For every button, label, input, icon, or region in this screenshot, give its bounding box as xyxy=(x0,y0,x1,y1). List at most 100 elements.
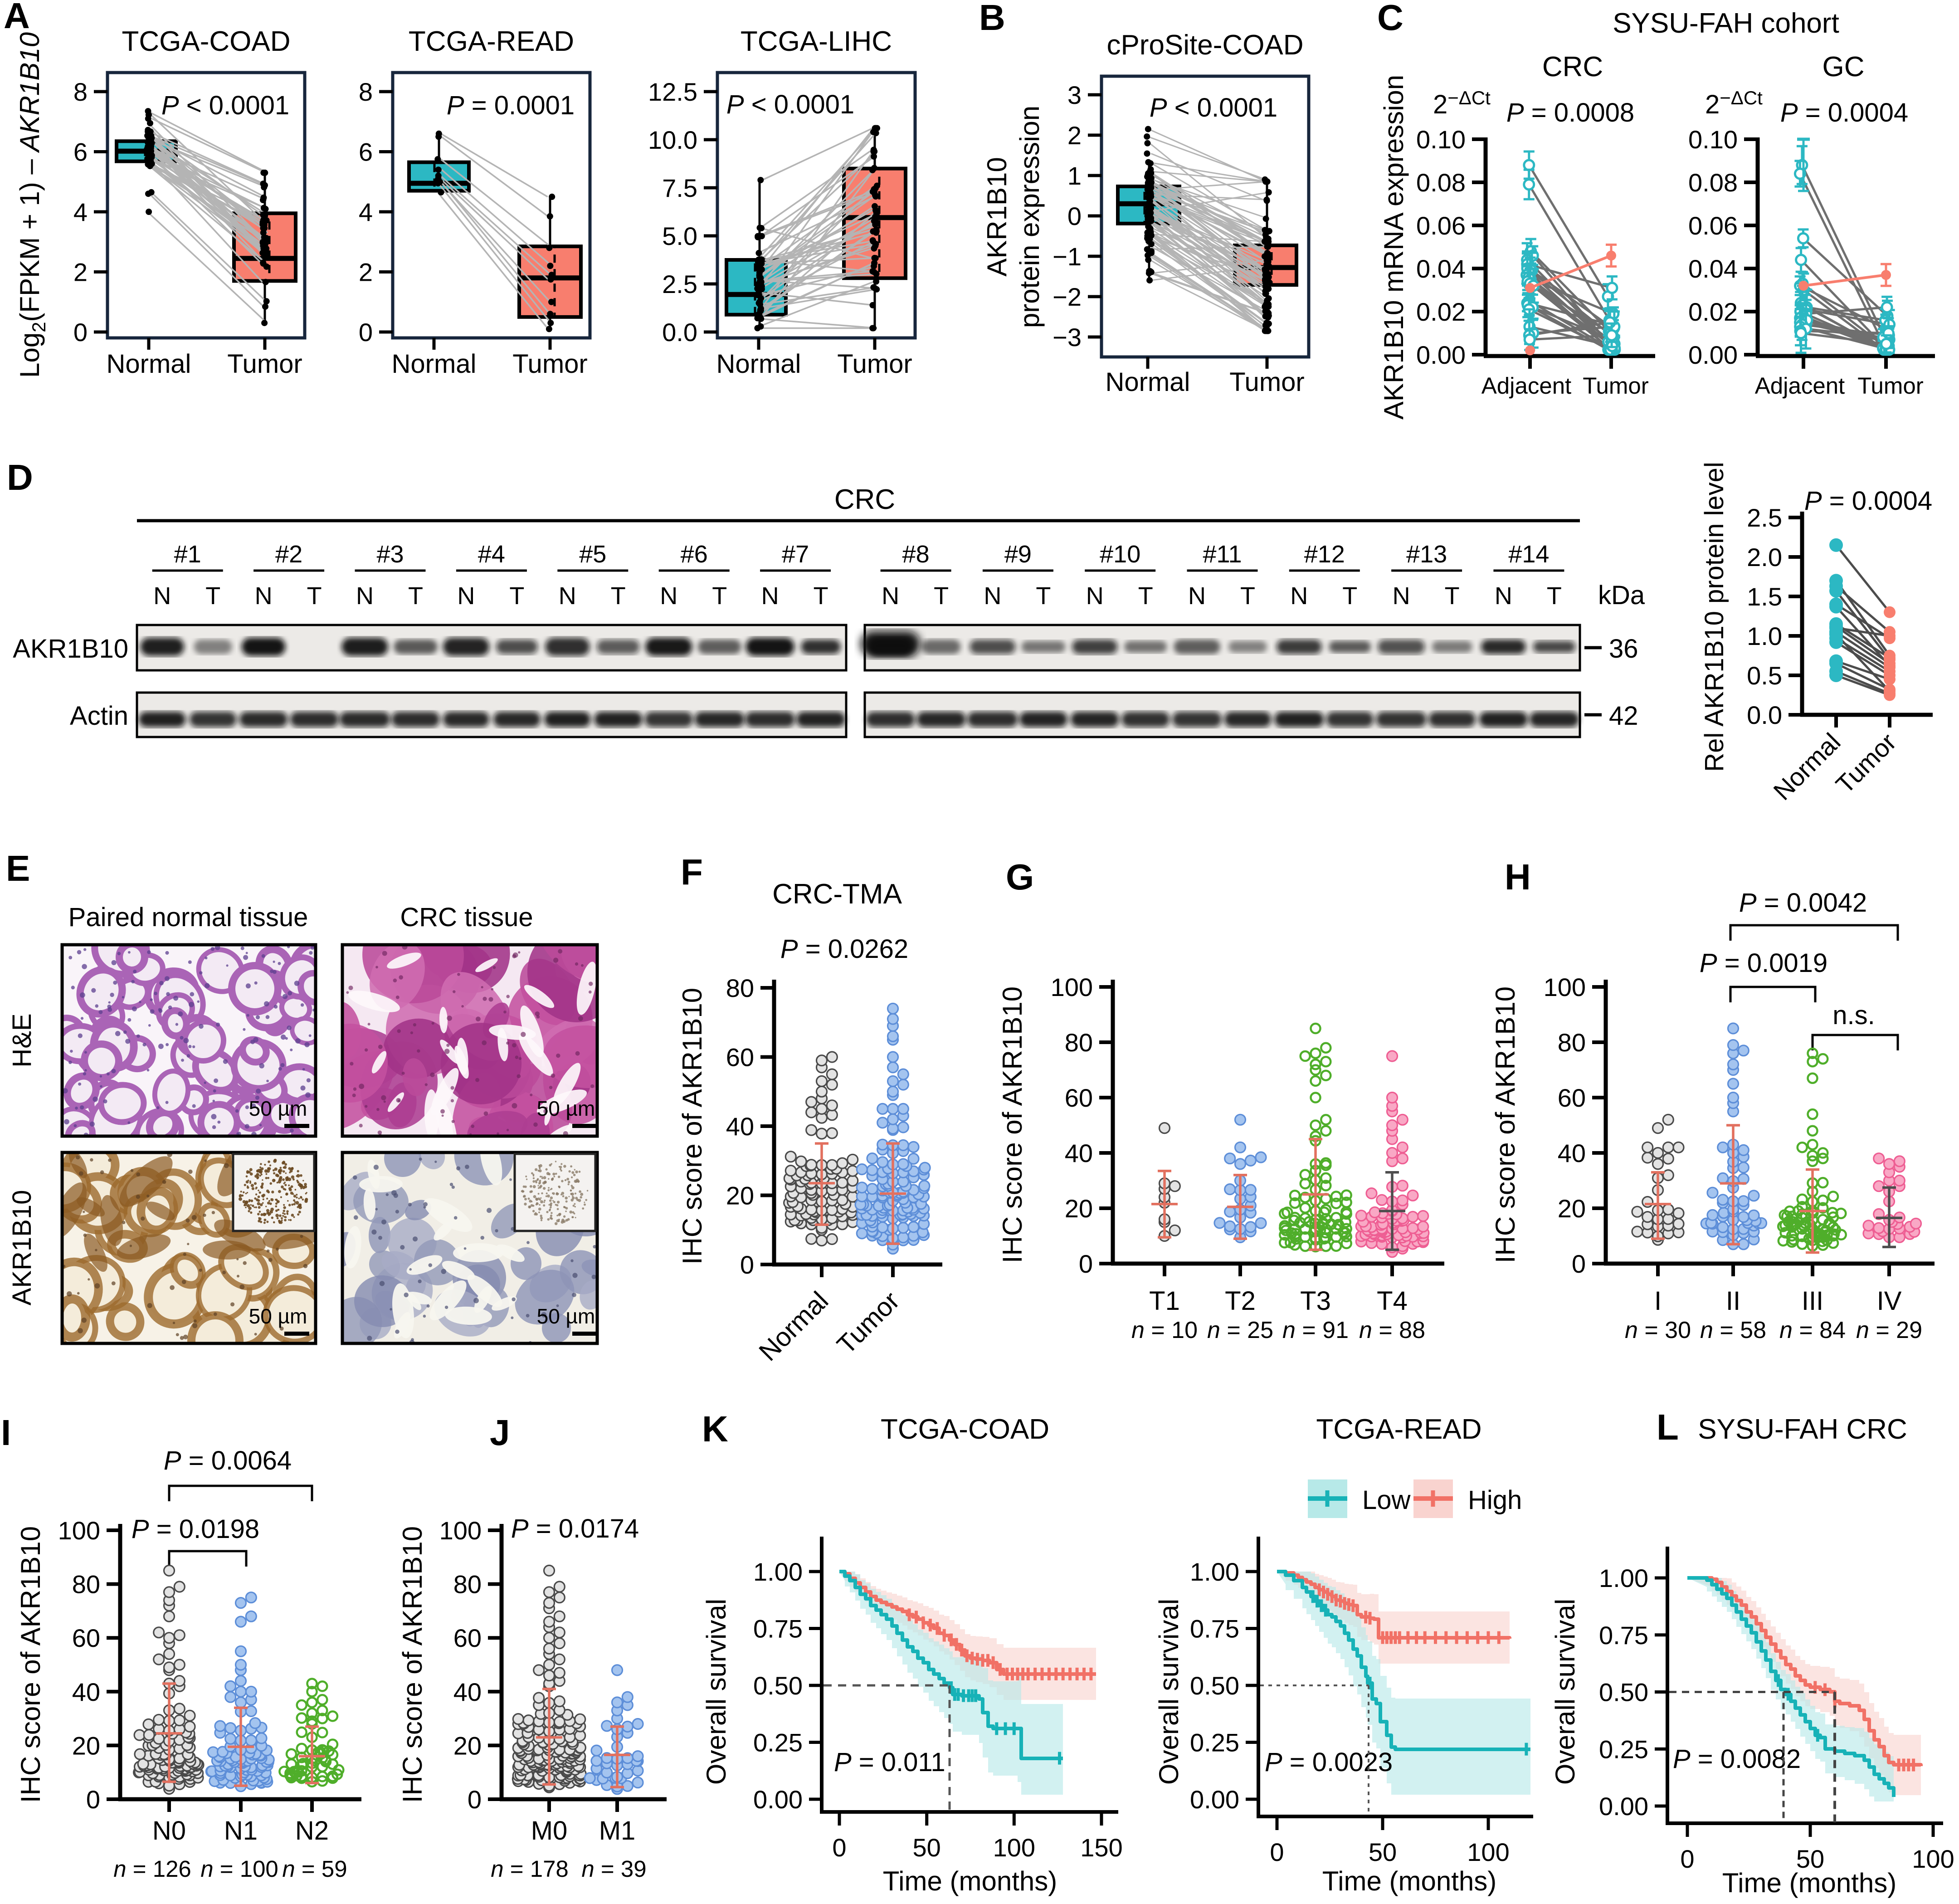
svg-text:#2: #2 xyxy=(275,541,302,568)
svg-text:T: T xyxy=(509,582,524,610)
svg-text:0: 0 xyxy=(86,1785,100,1814)
svg-text:0.75: 0.75 xyxy=(1190,1615,1239,1643)
svg-text:n = 91: n = 91 xyxy=(1282,1317,1349,1343)
svg-text:IHC score of AKR1B10: IHC score of AKR1B10 xyxy=(397,1526,428,1803)
svg-text:GC: GC xyxy=(1823,51,1865,83)
svg-text:100: 100 xyxy=(1544,973,1586,1001)
svg-text:II: II xyxy=(1726,1286,1740,1316)
svg-text:150: 150 xyxy=(1080,1833,1122,1862)
svg-text:N: N xyxy=(255,582,273,610)
svg-text:n = 29: n = 29 xyxy=(1856,1317,1922,1343)
svg-text:60: 60 xyxy=(1065,1084,1093,1112)
svg-text:A: A xyxy=(4,0,30,36)
svg-text:60: 60 xyxy=(72,1624,100,1652)
svg-text:Normal: Normal xyxy=(716,349,801,379)
svg-text:n = 178: n = 178 xyxy=(491,1856,569,1882)
svg-text:#7: #7 xyxy=(782,541,809,568)
svg-text:protein expression: protein expression xyxy=(1014,106,1045,328)
svg-text:T: T xyxy=(1036,582,1051,610)
svg-text:8: 8 xyxy=(359,78,373,106)
svg-text:60: 60 xyxy=(1558,1084,1586,1112)
svg-text:N: N xyxy=(761,582,779,610)
svg-text:0.10: 0.10 xyxy=(1416,125,1466,154)
svg-text:H: H xyxy=(1505,857,1531,897)
svg-text:CRC-TMA: CRC-TMA xyxy=(772,879,902,910)
svg-text:Overall survival: Overall survival xyxy=(1550,1599,1580,1785)
svg-text:Normal: Normal xyxy=(1106,367,1190,397)
svg-text:80: 80 xyxy=(1558,1028,1586,1057)
svg-text:T: T xyxy=(307,582,322,610)
svg-text:IHC score of AKR1B10: IHC score of AKR1B10 xyxy=(1490,986,1520,1263)
svg-text:TCGA-READ: TCGA-READ xyxy=(1316,1414,1481,1445)
svg-text:Tumor: Tumor xyxy=(1229,367,1304,397)
svg-text:n = 59: n = 59 xyxy=(282,1856,347,1882)
svg-text:P = 0.0042: P = 0.0042 xyxy=(1739,888,1867,918)
svg-text:Actin: Actin xyxy=(70,701,128,731)
svg-text:0.5: 0.5 xyxy=(1747,661,1782,690)
svg-text:n = 126: n = 126 xyxy=(113,1856,191,1882)
svg-text:N: N xyxy=(882,582,899,610)
svg-text:80: 80 xyxy=(726,974,754,1002)
svg-text:2: 2 xyxy=(359,258,373,287)
svg-text:P = 0.0001: P = 0.0001 xyxy=(447,91,575,120)
svg-text:n = 10: n = 10 xyxy=(1131,1317,1198,1343)
svg-text:#14: #14 xyxy=(1508,541,1549,568)
svg-text:20: 20 xyxy=(726,1181,754,1210)
svg-text:E: E xyxy=(6,848,30,889)
svg-text:50: 50 xyxy=(1369,1838,1397,1866)
svg-text:2: 2 xyxy=(1067,121,1082,150)
svg-text:K: K xyxy=(702,1409,728,1449)
svg-text:40: 40 xyxy=(1065,1139,1093,1167)
svg-text:N: N xyxy=(1188,582,1206,610)
svg-text:T1: T1 xyxy=(1149,1286,1180,1316)
svg-text:40: 40 xyxy=(726,1112,754,1141)
svg-text:#9: #9 xyxy=(1004,541,1032,568)
svg-text:0.0: 0.0 xyxy=(1747,701,1782,729)
svg-text:8: 8 xyxy=(73,78,88,106)
svg-text:TCGA-COAD: TCGA-COAD xyxy=(122,26,291,57)
svg-text:#1: #1 xyxy=(174,541,201,568)
svg-text:B: B xyxy=(979,0,1005,38)
svg-text:0.02: 0.02 xyxy=(1688,298,1738,326)
svg-text:50 µm: 50 µm xyxy=(249,1304,307,1328)
svg-text:P = 0.0004: P = 0.0004 xyxy=(1780,98,1908,127)
svg-text:2.5: 2.5 xyxy=(1747,503,1782,532)
svg-text:P = 0.0019: P = 0.0019 xyxy=(1700,948,1827,978)
svg-text:T: T xyxy=(1445,582,1460,610)
svg-text:TCGA-LIHC: TCGA-LIHC xyxy=(741,26,892,57)
svg-text:#12: #12 xyxy=(1304,541,1345,568)
svg-text:AKR1B10 mRNA expression: AKR1B10 mRNA expression xyxy=(1379,75,1409,420)
svg-text:0: 0 xyxy=(832,1833,846,1862)
svg-text:CRC: CRC xyxy=(834,484,895,515)
svg-text:H&E: H&E xyxy=(7,1013,37,1067)
svg-text:cProSite-COAD: cProSite-COAD xyxy=(1106,29,1303,61)
svg-text:TCGA-COAD: TCGA-COAD xyxy=(881,1414,1049,1445)
svg-text:0.25: 0.25 xyxy=(1190,1728,1239,1757)
svg-text:1.0: 1.0 xyxy=(1747,622,1782,650)
svg-text:#11: #11 xyxy=(1203,541,1242,568)
svg-text:0: 0 xyxy=(740,1250,754,1279)
svg-text:50: 50 xyxy=(1796,1845,1824,1873)
svg-text:0.75: 0.75 xyxy=(1599,1621,1648,1650)
svg-text:Tumor: Tumor xyxy=(227,349,302,379)
svg-text:0: 0 xyxy=(1079,1250,1093,1278)
svg-text:P = 0.0023: P = 0.0023 xyxy=(1265,1748,1393,1777)
svg-text:Low: Low xyxy=(1362,1485,1411,1515)
svg-text:0: 0 xyxy=(73,318,88,347)
svg-text:N: N xyxy=(153,582,171,610)
svg-text:40: 40 xyxy=(453,1678,482,1706)
svg-text:0.25: 0.25 xyxy=(1599,1735,1648,1763)
svg-text:SYSU-FAH CRC: SYSU-FAH CRC xyxy=(1698,1414,1907,1445)
svg-text:4: 4 xyxy=(73,198,88,226)
svg-text:2.5: 2.5 xyxy=(662,270,697,298)
svg-text:C: C xyxy=(1377,0,1403,38)
svg-text:20: 20 xyxy=(453,1731,482,1760)
svg-text:I: I xyxy=(1654,1286,1662,1316)
svg-text:2.0: 2.0 xyxy=(1747,543,1782,571)
svg-text:4: 4 xyxy=(359,198,373,226)
svg-text:40: 40 xyxy=(72,1678,100,1706)
svg-text:80: 80 xyxy=(1065,1028,1093,1057)
svg-text:High: High xyxy=(1468,1485,1522,1515)
svg-text:36: 36 xyxy=(1609,634,1638,664)
svg-text:Tumor: Tumor xyxy=(1583,373,1648,399)
